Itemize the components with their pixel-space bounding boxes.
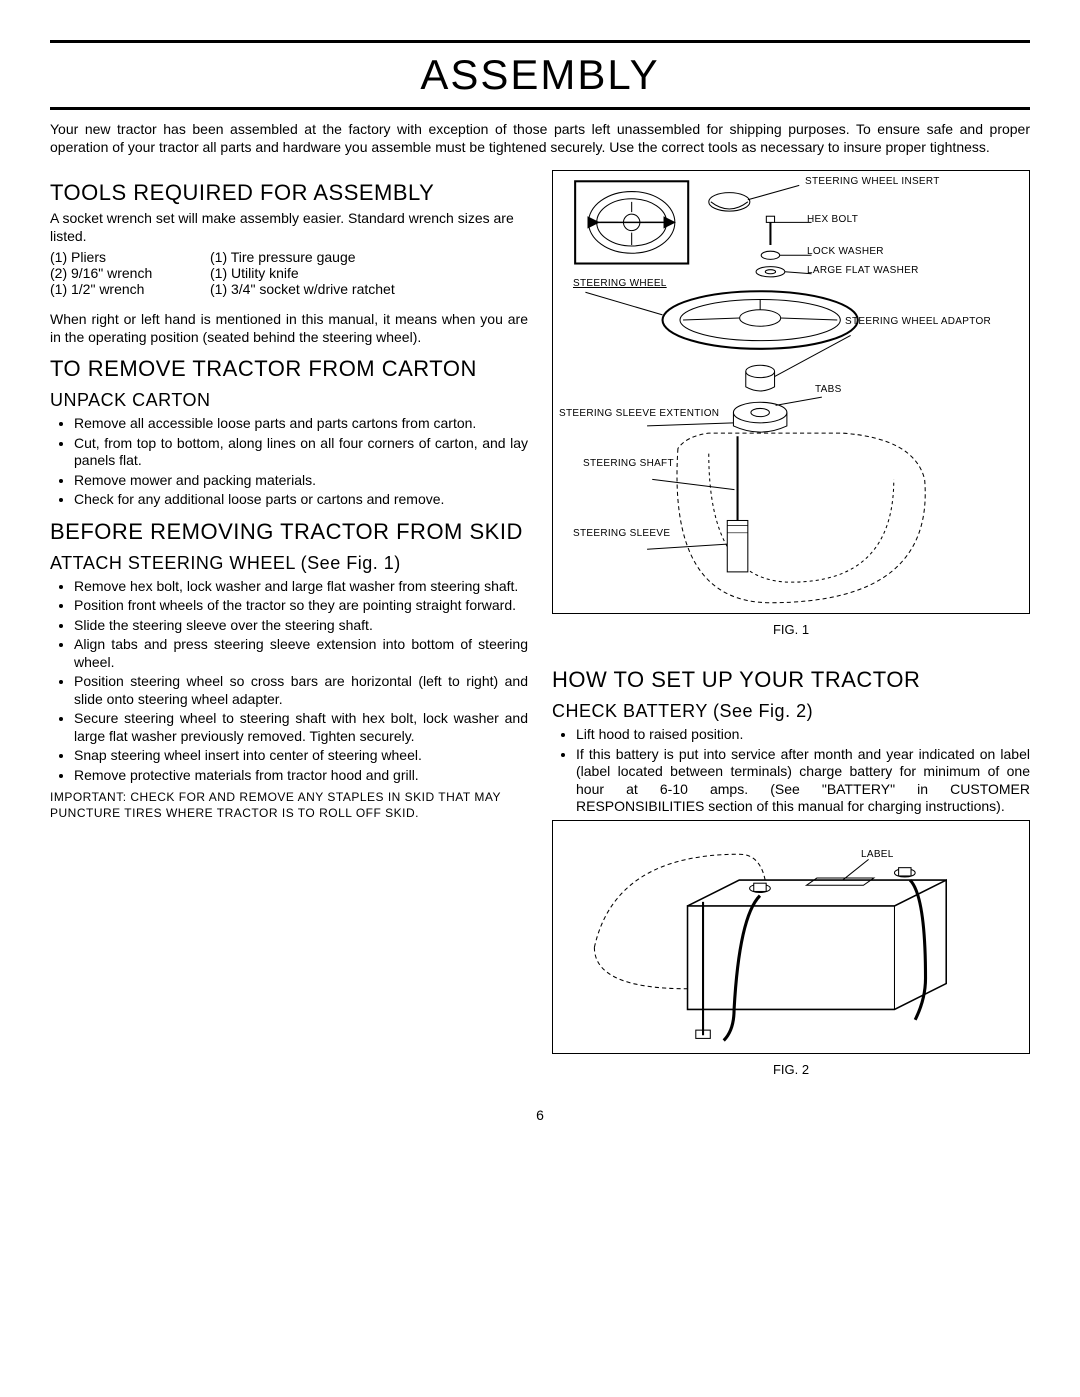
fig1-label-sleeveext: STEERING SLEEVE EXTENTION	[559, 409, 719, 420]
fig1-label-shaft: STEERING SHAFT	[583, 459, 674, 470]
unpack-list: Remove all accessible loose parts and pa…	[50, 415, 528, 509]
remove-heading: TO REMOVE TRACTOR FROM CARTON	[50, 356, 528, 382]
right-column: STEERING WHEEL INSERT HEX BOLT LOCK WASH…	[552, 170, 1030, 1077]
fig1-label-wheel: STEERING WHEEL	[573, 279, 667, 290]
tool-left: (1) 1/2" wrench	[50, 281, 210, 297]
left-column: TOOLS REQUIRED FOR ASSEMBLY A socket wre…	[50, 170, 528, 1077]
list-item: Remove mower and packing materials.	[74, 472, 528, 490]
tool-right: (1) 3/4" socket w/drive ratchet	[210, 281, 395, 297]
list-item: Cut, from top to bottom, along lines on …	[74, 435, 528, 470]
unpack-heading: UNPACK CARTON	[50, 390, 528, 411]
attach-list: Remove hex bolt, lock washer and large f…	[50, 578, 528, 785]
list-item: Secure steering wheel to steering shaft …	[74, 710, 528, 745]
setup-heading: HOW TO SET UP YOUR TRACTOR	[552, 667, 1030, 693]
tool-row: (1) Pliers (1) Tire pressure gauge	[50, 249, 528, 265]
fig1-label-insert: STEERING WHEEL INSERT	[805, 177, 940, 188]
fig2-label-label: LABEL	[861, 849, 894, 860]
list-item: If this battery is put into service afte…	[576, 746, 1030, 816]
skid-heading: BEFORE REMOVING TRACTOR FROM SKID	[50, 519, 528, 545]
fig1-label-adaptor: STEERING WHEEL ADAPTOR	[845, 317, 991, 328]
important-note: IMPORTANT: CHECK FOR AND REMOVE ANY STAP…	[50, 790, 528, 821]
list-item: Check for any additional loose parts or …	[74, 491, 528, 509]
fig1-label-hexbolt: HEX BOLT	[807, 215, 858, 226]
page-title: ASSEMBLY	[50, 40, 1030, 110]
list-item: Align tabs and press steering sleeve ext…	[74, 636, 528, 671]
list-item: Remove protective materials from tractor…	[74, 767, 528, 785]
list-item: Lift hood to raised position.	[576, 726, 1030, 744]
fig1-svg	[553, 171, 1029, 613]
tool-left: (1) Pliers	[50, 249, 210, 265]
figure-2: LABEL	[552, 820, 1030, 1054]
intro-text: Your new tractor has been assembled at t…	[50, 120, 1030, 156]
tool-left: (2) 9/16" wrench	[50, 265, 210, 281]
fig1-caption: FIG. 1	[552, 622, 1030, 637]
tool-row: (2) 9/16" wrench (1) Utility knife	[50, 265, 528, 281]
tools-note: A socket wrench set will make assembly e…	[50, 210, 528, 245]
orientation-note: When right or left hand is mentioned in …	[50, 311, 528, 346]
list-item: Snap steering wheel insert into center o…	[74, 747, 528, 765]
page-number: 6	[50, 1107, 1030, 1123]
tools-heading: TOOLS REQUIRED FOR ASSEMBLY	[50, 180, 528, 206]
tool-right: (1) Tire pressure gauge	[210, 249, 356, 265]
battery-list: Lift hood to raised position. If this ba…	[552, 726, 1030, 816]
fig1-label-flatwasher: LARGE FLAT WASHER	[807, 266, 919, 277]
battery-heading: CHECK BATTERY (See Fig. 2)	[552, 701, 1030, 722]
tool-right: (1) Utility knife	[210, 265, 299, 281]
list-item: Remove all accessible loose parts and pa…	[74, 415, 528, 433]
list-item: Remove hex bolt, lock washer and large f…	[74, 578, 528, 596]
fig1-label-lockwasher: LOCK WASHER	[807, 247, 884, 258]
fig1-label-sleeve: STEERING SLEEVE	[573, 529, 670, 540]
fig1-label-tabs: TABS	[815, 385, 842, 396]
list-item: Position front wheels of the tractor so …	[74, 597, 528, 615]
fig2-svg	[553, 821, 1029, 1053]
list-item: Slide the steering sleeve over the steer…	[74, 617, 528, 635]
fig2-caption: FIG. 2	[552, 1062, 1030, 1077]
list-item: Position steering wheel so cross bars ar…	[74, 673, 528, 708]
attach-heading: ATTACH STEERING WHEEL (See Fig. 1)	[50, 553, 528, 574]
figure-1: STEERING WHEEL INSERT HEX BOLT LOCK WASH…	[552, 170, 1030, 614]
tool-row: (1) 1/2" wrench (1) 3/4" socket w/drive …	[50, 281, 528, 297]
